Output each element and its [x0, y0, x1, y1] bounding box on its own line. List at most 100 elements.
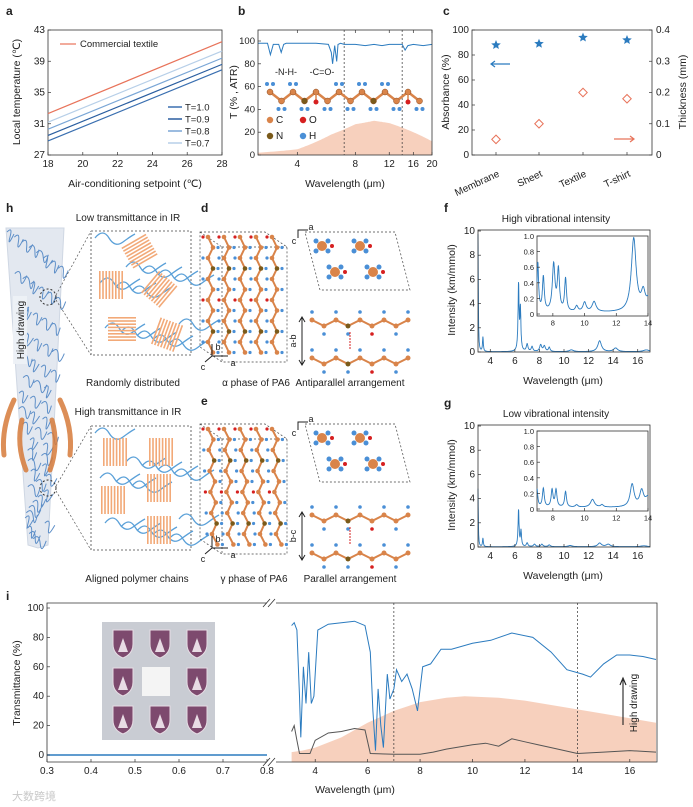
thickness-diamond-marker [534, 118, 544, 129]
atom [221, 426, 227, 432]
crystalline-lamella [149, 438, 173, 466]
lamella-stripe [108, 333, 136, 335]
atom [309, 355, 315, 361]
hydrogen-atom [364, 274, 370, 280]
crystalline-lamella [150, 317, 184, 352]
aligned-detail-box [90, 425, 192, 551]
atom [205, 426, 211, 432]
lamella-stripe [108, 339, 136, 341]
x-tick-label: 16 [624, 766, 636, 777]
hydrogen-atom [351, 238, 357, 244]
atom [239, 468, 244, 474]
crystalline-lamella [147, 474, 171, 502]
zoom-circle [39, 288, 57, 306]
atom-legend-label: H [309, 131, 316, 142]
atom [274, 329, 280, 334]
y-tick-label: 0.6 [524, 263, 534, 272]
panel-letter-d: d [201, 201, 208, 215]
shield-emblem [155, 638, 165, 652]
lamella-stripe [112, 438, 115, 466]
lamella-stripe [99, 271, 101, 299]
hydrogen-atom [364, 264, 370, 270]
side-atom [248, 266, 252, 271]
y-tick-label: 1.0 [524, 427, 534, 436]
y-tick-label: 60 [33, 662, 45, 673]
atom [335, 88, 343, 96]
side-atom [265, 319, 269, 323]
atom [269, 255, 275, 261]
high-drawing-label-backing [13, 296, 27, 364]
side-atom [220, 542, 224, 547]
atom [211, 437, 216, 442]
series-line [47, 57, 223, 130]
atom [274, 266, 280, 271]
pa6-molecule [265, 82, 425, 111]
drawing-arrow-icon [1, 397, 17, 458]
x-tick-label: 12 [612, 319, 620, 328]
lamella-stripe [103, 438, 105, 466]
atom [269, 276, 275, 282]
side-atom [201, 340, 205, 344]
lamella-stripe [129, 247, 155, 263]
absorbance-star-marker [491, 40, 501, 49]
atom-legend-label: N [276, 131, 283, 142]
side-atom [204, 511, 208, 515]
oxygen-atom [381, 270, 385, 274]
side-atom [280, 245, 284, 250]
lamella-stripe [102, 271, 104, 299]
side-atom [217, 298, 221, 302]
x-tick-label: 8 [537, 551, 543, 562]
side-atom [232, 245, 236, 250]
side-atom [346, 565, 350, 569]
high-drawing-line [291, 620, 657, 751]
plot-frame [46, 602, 658, 763]
side-atom [233, 277, 237, 281]
x-tick-label: 10 [580, 514, 588, 523]
atom [205, 297, 211, 303]
drawn-fiber-body [5, 227, 65, 549]
hydrogen-atom [313, 440, 319, 446]
parallel-chains: b-c [288, 505, 411, 569]
side-atom [280, 287, 284, 292]
y-tick-label: 20 [244, 127, 255, 138]
atom [253, 339, 259, 345]
atom [321, 556, 327, 562]
absorbance-star-marker [534, 38, 544, 48]
atr-spectrum-line [258, 42, 433, 64]
side-atom [232, 308, 236, 313]
crystalline-lamella [147, 516, 171, 544]
x-tick-label: 20 [77, 159, 89, 170]
x-tick-label: 12 [384, 159, 396, 170]
y-tick-label: 20 [458, 125, 470, 136]
atom [253, 426, 259, 432]
atom [333, 355, 339, 361]
oxygen-atom [330, 244, 334, 248]
co-annotation: -C=O- [310, 67, 335, 77]
atom [321, 518, 327, 524]
atom [221, 276, 227, 282]
lamella-stripe [108, 320, 136, 322]
side-atom [202, 448, 206, 452]
atom [405, 550, 411, 556]
hydrogen-atom [357, 82, 361, 86]
side-atom [220, 521, 224, 526]
hydrogen-atom [376, 466, 382, 472]
atom [205, 255, 211, 261]
high-drawing-label: High drawing [16, 301, 27, 359]
atom [405, 512, 411, 518]
lamella-stripe [153, 474, 155, 502]
axis-c-label: c [292, 236, 297, 246]
hydrogen-atom [345, 107, 350, 111]
atom-legend-label: C [276, 115, 283, 126]
lamella-stripe [108, 317, 136, 319]
side-atom [265, 256, 269, 260]
y-tick-label: 0.4 [656, 25, 670, 36]
spacing-arrow-icon [298, 316, 306, 366]
lamella-stripe [132, 253, 158, 269]
series-line [47, 41, 223, 115]
y-tick-label: 4 [469, 299, 475, 310]
y-tick-label: 60 [458, 75, 470, 86]
side-atom [310, 505, 314, 509]
hydrogen-atom [351, 248, 357, 254]
side-atom [220, 511, 224, 515]
